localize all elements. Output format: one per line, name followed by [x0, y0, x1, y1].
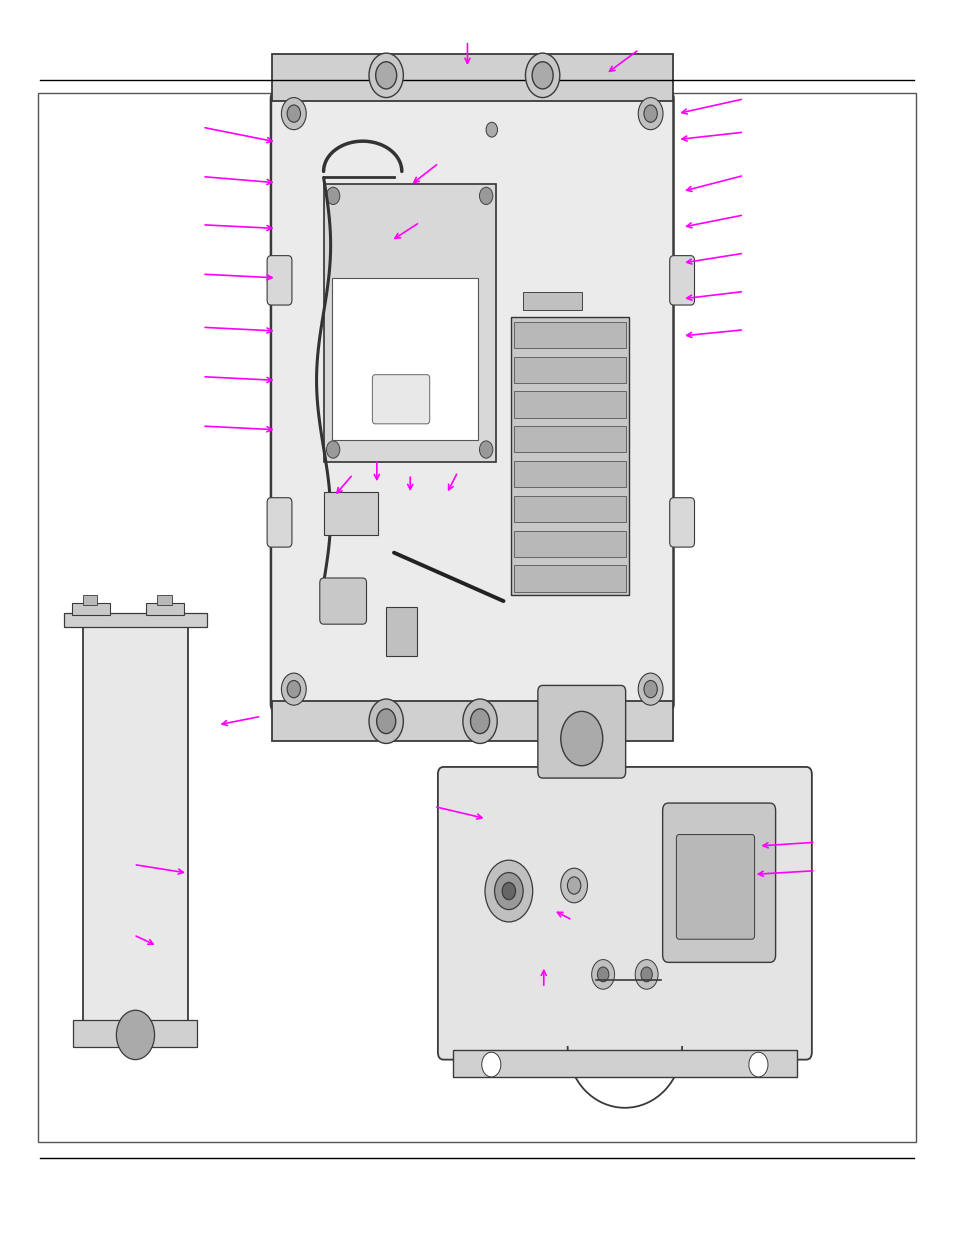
Circle shape: [532, 62, 553, 89]
FancyBboxPatch shape: [676, 835, 754, 940]
Circle shape: [643, 105, 657, 122]
Bar: [157, 595, 172, 605]
Bar: [514, 461, 625, 487]
Bar: [272, 701, 672, 741]
Bar: [323, 184, 496, 462]
Circle shape: [462, 699, 497, 743]
Bar: [514, 531, 625, 557]
Circle shape: [635, 960, 658, 989]
Circle shape: [597, 967, 608, 982]
Circle shape: [643, 680, 657, 698]
Circle shape: [287, 680, 300, 698]
Circle shape: [484, 860, 532, 921]
FancyBboxPatch shape: [372, 374, 429, 424]
Circle shape: [485, 122, 497, 137]
Circle shape: [369, 53, 403, 98]
FancyBboxPatch shape: [669, 256, 694, 305]
Circle shape: [748, 1052, 767, 1077]
Bar: [83, 595, 97, 605]
Bar: [73, 1020, 197, 1047]
Bar: [522, 293, 581, 310]
Bar: [514, 391, 625, 417]
FancyBboxPatch shape: [267, 256, 292, 305]
Circle shape: [479, 188, 493, 205]
Circle shape: [591, 960, 614, 989]
Circle shape: [369, 699, 403, 743]
Bar: [511, 316, 628, 595]
Circle shape: [116, 1010, 154, 1060]
Circle shape: [281, 673, 306, 705]
Circle shape: [326, 188, 339, 205]
Circle shape: [326, 441, 339, 458]
Circle shape: [567, 877, 580, 894]
FancyBboxPatch shape: [319, 578, 366, 624]
Bar: [64, 613, 207, 627]
Circle shape: [375, 62, 396, 89]
Circle shape: [376, 709, 395, 734]
Bar: [38, 93, 915, 1142]
FancyBboxPatch shape: [267, 498, 292, 547]
Bar: [514, 426, 625, 452]
Circle shape: [481, 1052, 500, 1077]
FancyBboxPatch shape: [271, 91, 673, 711]
Circle shape: [560, 711, 602, 766]
Circle shape: [494, 872, 522, 909]
Bar: [514, 566, 625, 592]
Bar: [514, 496, 625, 522]
Bar: [514, 322, 625, 348]
Bar: [83, 627, 188, 1023]
Circle shape: [287, 105, 300, 122]
FancyBboxPatch shape: [662, 803, 775, 962]
Circle shape: [470, 709, 489, 734]
Circle shape: [525, 53, 559, 98]
FancyBboxPatch shape: [437, 767, 811, 1060]
Bar: [272, 54, 672, 101]
Bar: [453, 1050, 796, 1077]
Circle shape: [560, 868, 587, 903]
Circle shape: [638, 673, 662, 705]
Circle shape: [281, 98, 306, 130]
Circle shape: [638, 98, 662, 130]
Bar: [386, 608, 417, 656]
Circle shape: [501, 882, 515, 899]
FancyBboxPatch shape: [537, 685, 625, 778]
Bar: [514, 357, 625, 383]
Bar: [323, 492, 378, 535]
Bar: [146, 603, 184, 615]
Bar: [71, 603, 110, 615]
Circle shape: [479, 441, 493, 458]
Bar: [332, 278, 478, 440]
FancyBboxPatch shape: [669, 498, 694, 547]
Circle shape: [640, 967, 652, 982]
